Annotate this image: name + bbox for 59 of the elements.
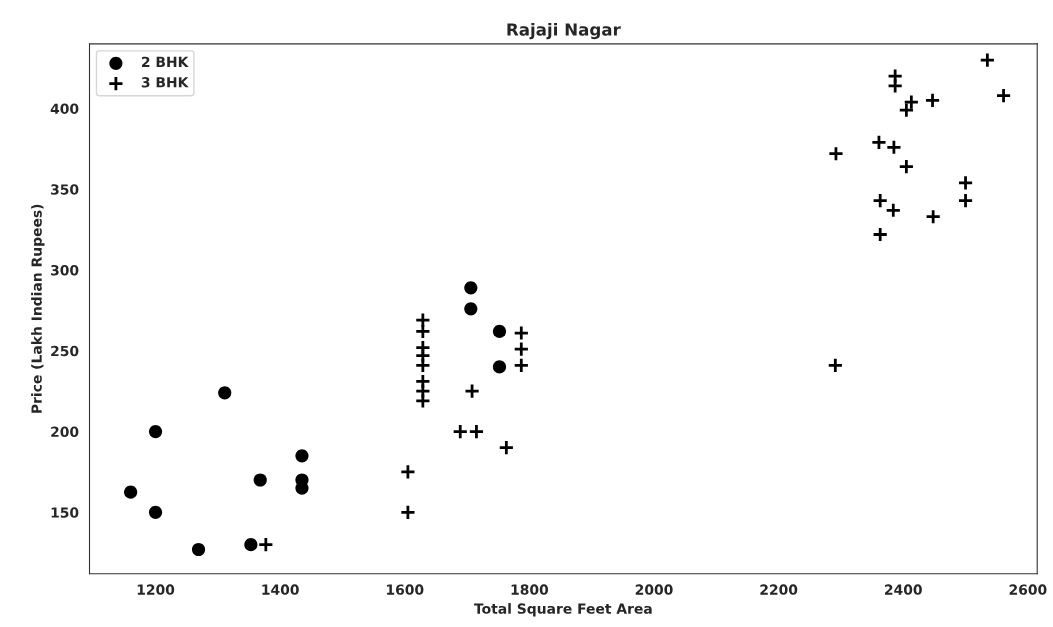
x-tick-label: 1800 — [511, 584, 549, 595]
point — [872, 226, 889, 243]
point — [399, 463, 416, 480]
point — [464, 281, 478, 295]
point — [979, 52, 996, 69]
point — [872, 192, 889, 209]
y-tick-label: 400 — [50, 103, 79, 114]
x-tick-label: 2400 — [885, 584, 922, 595]
legend-label: 3 BHK — [141, 77, 189, 88]
point — [870, 134, 887, 151]
point — [452, 423, 469, 440]
point — [957, 174, 974, 191]
point — [257, 536, 274, 553]
point — [827, 145, 844, 162]
point — [513, 325, 530, 341]
point — [827, 357, 844, 374]
point — [492, 360, 507, 374]
x-tick-label: 1600 — [387, 584, 424, 595]
point — [414, 392, 431, 409]
point — [191, 542, 206, 557]
x-tick-label: 2200 — [760, 584, 798, 595]
y-tick-label: 350 — [51, 184, 79, 195]
chart-title: Rajaji Nagar — [507, 22, 621, 40]
y-tick-label: 250 — [51, 345, 79, 357]
point — [498, 439, 515, 456]
point — [244, 538, 258, 552]
y-tick-label: 300 — [51, 265, 79, 276]
point — [885, 202, 902, 219]
point — [513, 357, 530, 374]
point — [148, 424, 163, 439]
point — [887, 77, 904, 94]
point — [925, 208, 942, 225]
x-axis-title: Total Square Feet Area — [474, 603, 652, 617]
point — [513, 341, 530, 358]
x-tick-label: 1400 — [262, 584, 299, 595]
point — [464, 383, 481, 400]
x-tick-label: 2000 — [635, 584, 673, 595]
point — [464, 302, 478, 316]
point — [924, 92, 941, 109]
point — [414, 357, 431, 374]
point — [957, 192, 974, 209]
point — [399, 504, 416, 521]
x-tick-label: 2600 — [1009, 584, 1047, 595]
point — [492, 324, 507, 338]
point — [898, 158, 915, 175]
y-axis-title: Price (Lakh Indian Rupees) — [31, 204, 45, 413]
point — [124, 485, 138, 499]
y-tick-label: 150 — [51, 507, 79, 518]
point — [885, 139, 902, 156]
point — [253, 473, 267, 487]
legend-label: 2 BHK — [141, 56, 189, 67]
point — [468, 423, 485, 440]
point — [218, 386, 232, 400]
point — [995, 87, 1012, 104]
y-tick-label: 200 — [51, 426, 79, 438]
point — [148, 505, 163, 519]
x-tick-label: 1200 — [137, 584, 175, 595]
point — [295, 449, 309, 463]
point — [414, 323, 431, 340]
